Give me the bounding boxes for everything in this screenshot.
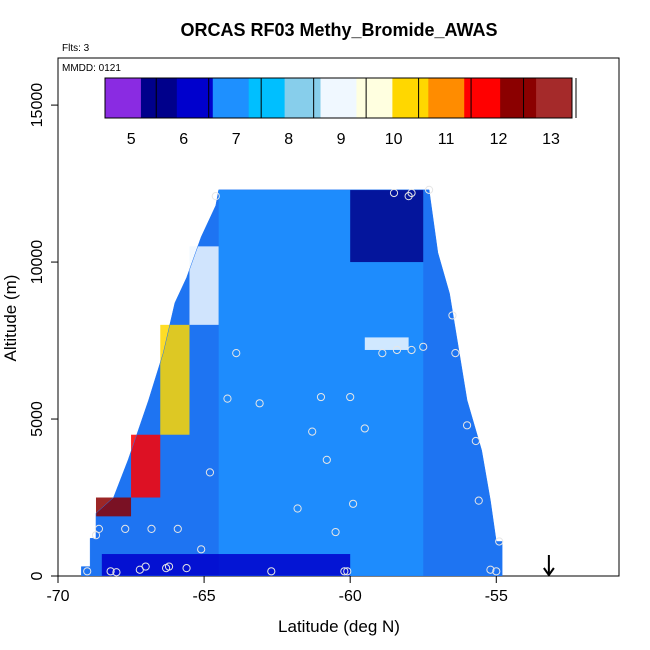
sample-point bbox=[474, 496, 483, 505]
colorbar-swatch bbox=[500, 78, 537, 118]
y-axis-label: Altitude (m) bbox=[1, 275, 20, 362]
sample-point bbox=[492, 567, 501, 576]
sample-point bbox=[486, 565, 495, 574]
x-tick-label: -60 bbox=[339, 588, 362, 605]
sample-point bbox=[322, 455, 331, 464]
sample-point bbox=[451, 349, 460, 358]
sample-point bbox=[349, 499, 358, 508]
flights-annotation: Flts: 3 bbox=[62, 43, 90, 54]
colorbar-swatch bbox=[392, 78, 429, 118]
sample-point bbox=[495, 537, 504, 546]
sample-point bbox=[378, 349, 387, 358]
sample-point bbox=[471, 436, 480, 446]
colorbar-tick-label: 13 bbox=[542, 131, 560, 148]
colorbar-swatch bbox=[428, 78, 465, 118]
y-tick-label: 15000 bbox=[29, 83, 46, 128]
sample-point bbox=[407, 188, 416, 198]
sample-point bbox=[316, 392, 326, 402]
sample-points bbox=[83, 185, 504, 577]
colorbar-tick-label: 6 bbox=[179, 131, 188, 148]
colorbar-swatch bbox=[464, 78, 501, 118]
sample-point bbox=[211, 192, 220, 201]
colorbar-swatch bbox=[176, 78, 214, 118]
sample-point bbox=[360, 424, 369, 433]
heatmap-cell bbox=[131, 434, 161, 498]
sample-point bbox=[407, 345, 416, 355]
sample-point bbox=[223, 394, 232, 403]
sample-point bbox=[343, 567, 352, 576]
domain-outline bbox=[81, 189, 503, 576]
chart-title: ORCAS RF03 Methy_Bromide_AWAS bbox=[180, 20, 497, 40]
colorbar-tick-label: 12 bbox=[490, 131, 508, 148]
x-tick-label: -70 bbox=[46, 588, 69, 605]
colorbar-swatch bbox=[140, 78, 178, 118]
colorbar-tick-label: 10 bbox=[385, 131, 403, 148]
x-axis-label: Latitude (deg N) bbox=[278, 617, 400, 636]
sample-point bbox=[106, 567, 115, 576]
axes: -70 -65 -60 -55 0 5000 10000 15000 bbox=[29, 83, 555, 605]
colorbar-swatch bbox=[320, 78, 357, 118]
marker-arrow-head bbox=[543, 567, 555, 577]
sample-point bbox=[389, 188, 399, 198]
heatmap-cell bbox=[95, 497, 132, 517]
colorbar-frame bbox=[104, 77, 573, 119]
sample-point bbox=[346, 392, 355, 402]
colorbar: 5 6 7 8 9 10 11 12 13 bbox=[104, 77, 577, 148]
colorbar-swatch bbox=[212, 78, 250, 118]
y-tick-label: 5000 bbox=[29, 401, 46, 437]
heatmap-cell bbox=[160, 324, 190, 435]
sample-point bbox=[462, 421, 472, 430]
y-tick-label: 10000 bbox=[29, 240, 46, 285]
heatmap-cell bbox=[350, 189, 424, 263]
sample-point bbox=[141, 562, 150, 571]
sample-point bbox=[197, 545, 206, 554]
heatmap-cell bbox=[101, 554, 351, 576]
sample-point bbox=[424, 185, 434, 194]
colorbar-tick-label: 9 bbox=[337, 131, 346, 148]
sample-point bbox=[255, 399, 264, 408]
sample-point bbox=[121, 524, 130, 534]
sample-point bbox=[419, 342, 428, 351]
colorbar-swatch bbox=[284, 78, 322, 118]
colorbar-tick-label: 8 bbox=[284, 131, 293, 148]
colorbar-swatch bbox=[356, 78, 393, 118]
sample-point bbox=[173, 524, 182, 534]
sample-point bbox=[182, 564, 191, 573]
colorbar-swatch bbox=[105, 78, 142, 118]
colorbar-tick-label: 11 bbox=[438, 131, 455, 148]
sample-point bbox=[232, 349, 241, 358]
colorbar-tick-label: 7 bbox=[232, 131, 241, 148]
sample-point bbox=[147, 524, 156, 534]
colorbar-swatch bbox=[536, 78, 573, 118]
sample-point bbox=[293, 504, 302, 513]
sample-point bbox=[331, 527, 340, 537]
sample-point bbox=[205, 468, 215, 477]
sample-point bbox=[83, 567, 92, 576]
sample-point bbox=[308, 427, 317, 436]
colorbar-swatch bbox=[248, 78, 286, 118]
sample-point bbox=[448, 311, 457, 320]
sample-point bbox=[94, 524, 104, 534]
colorbar-tick-label: 5 bbox=[127, 131, 136, 148]
sample-point bbox=[164, 562, 174, 571]
x-tick-label: -65 bbox=[193, 588, 216, 605]
sample-point bbox=[392, 345, 402, 355]
date-annotation: MMDD: 0121 bbox=[62, 63, 121, 74]
heatmap-layer bbox=[81, 189, 503, 576]
y-tick-label: 0 bbox=[29, 571, 46, 580]
sample-point bbox=[112, 568, 121, 577]
sample-point bbox=[340, 567, 349, 576]
x-tick-label: -55 bbox=[485, 588, 508, 605]
sample-point bbox=[267, 567, 276, 576]
heatmap-cell bbox=[364, 337, 409, 350]
heatmap-cell bbox=[189, 246, 219, 325]
